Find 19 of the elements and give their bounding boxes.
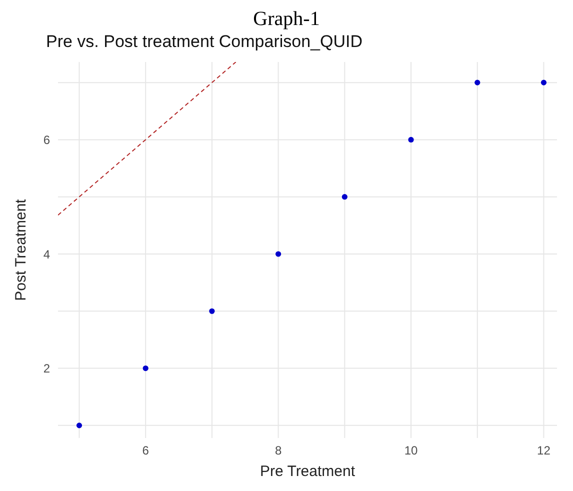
x-tick-label: 8 (274, 444, 282, 458)
y-tick-label: 6 (43, 132, 50, 147)
x-tick-label: 10 (404, 444, 418, 458)
point (209, 308, 215, 314)
point (540, 80, 547, 86)
point (342, 194, 348, 200)
y-tick-label: 4 (43, 247, 50, 262)
x-tick-label: 6 (142, 444, 150, 458)
chart-title: Graph-1 (252, 8, 321, 32)
y-axis-title: Post Treatment (12, 198, 30, 301)
point (474, 80, 480, 86)
point (76, 422, 82, 428)
x-axis-title: Pre Treatment (260, 463, 356, 480)
point (408, 136, 414, 143)
chart-subtitle: Pre vs. Post treatment Comparison_QUID (45, 32, 364, 53)
x-tick-label: 12 (537, 444, 551, 458)
y-tick-label: 2 (43, 362, 50, 376)
point (276, 251, 282, 257)
point (142, 365, 148, 372)
